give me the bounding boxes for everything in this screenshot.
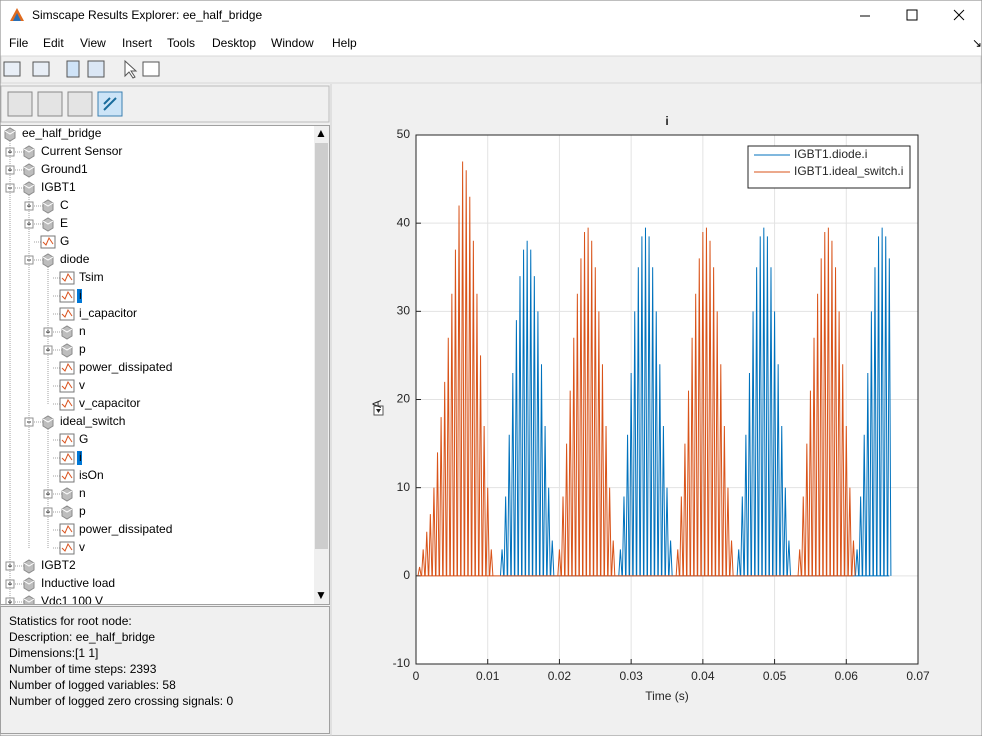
stats-line: Number of time steps: 2393 [9, 662, 157, 676]
tree-label[interactable]: p [79, 504, 86, 518]
scroll-up[interactable]: ▲ [315, 126, 327, 140]
x-tick-label: 0.03 [619, 669, 643, 683]
stats-line: Number of logged zero crossing signals: … [9, 694, 233, 708]
menu-item[interactable]: Tools [167, 36, 195, 50]
y-tick-label: 10 [397, 480, 411, 494]
y-tick-label: 30 [397, 304, 411, 318]
menu-item[interactable]: File [9, 36, 29, 50]
tree-label[interactable]: IGBT2 [41, 558, 76, 572]
menu-item[interactable]: Insert [122, 36, 153, 50]
window-title: Simscape Results Explorer: ee_half_bridg… [32, 8, 262, 22]
menu-item[interactable]: Window [271, 36, 314, 50]
x-tick-label: 0 [413, 669, 420, 683]
tree-label[interactable]: i_capacitor [79, 306, 137, 320]
tree-label[interactable]: ideal_switch [60, 414, 125, 428]
x-tick-label: 0.07 [906, 669, 930, 683]
stats-line: Description: ee_half_bridge [9, 630, 155, 644]
tree-label[interactable]: v_capacitor [79, 396, 140, 410]
y-tick-label: 0 [403, 568, 410, 582]
x-tick-label: 0.05 [763, 669, 787, 683]
x-tick-label: 0.06 [835, 669, 859, 683]
x-axis-label: Time (s) [645, 689, 689, 703]
tree-label[interactable]: i [79, 288, 82, 302]
scroll-down[interactable]: ▼ [315, 588, 327, 602]
tree-label[interactable]: Ground1 [41, 162, 88, 176]
menu-item[interactable]: Desktop [212, 36, 256, 50]
tree-label[interactable]: C [60, 198, 69, 212]
y-axis-label: A [370, 400, 384, 408]
tree-label[interactable]: v [79, 540, 85, 554]
x-tick-label: 0.02 [548, 669, 572, 683]
stats-line: Statistics for root node: [9, 614, 132, 628]
tree-label[interactable]: Inductive load [41, 576, 115, 590]
scrollbar-thumb[interactable] [315, 143, 328, 549]
tree-label[interactable]: power_dissipated [79, 522, 172, 536]
y-tick-label: -10 [393, 656, 411, 670]
tree-label[interactable]: n [79, 324, 86, 338]
tree-label[interactable]: v [79, 378, 85, 392]
tree-label[interactable]: i [79, 450, 82, 464]
tree-label[interactable]: Current Sensor [41, 144, 122, 158]
tree-label[interactable]: isOn [79, 468, 104, 482]
menu-item[interactable]: View [80, 36, 106, 50]
tree-label[interactable]: n [79, 486, 86, 500]
legend-label: IGBT1.diode.i [794, 147, 867, 161]
stats-line: Dimensions:[1 1] [9, 646, 98, 660]
menu-item[interactable]: Edit [43, 36, 64, 50]
tree-label[interactable]: ee_half_bridge [22, 126, 102, 140]
x-tick-label: 0.01 [476, 669, 500, 683]
y-tick-label: 40 [397, 215, 411, 229]
tree-label[interactable]: G [79, 432, 88, 446]
tree-label[interactable]: Tsim [79, 270, 104, 284]
tree-label[interactable]: IGBT1 [41, 180, 76, 194]
menu-undock[interactable]: ↘ [972, 36, 982, 50]
x-tick-label: 0.04 [691, 669, 715, 683]
stats-line: Number of logged variables: 58 [9, 678, 176, 692]
tree-label[interactable]: E [60, 216, 68, 230]
chart-title: i [665, 114, 668, 128]
tree-label[interactable]: p [79, 342, 86, 356]
tree-label[interactable]: power_dissipated [79, 360, 172, 374]
y-tick-label: 20 [397, 392, 411, 406]
y-tick-label: 50 [397, 127, 411, 141]
menu-item[interactable]: Help [332, 36, 357, 50]
tree-label[interactable]: G [60, 234, 69, 248]
legend-label: IGBT1.ideal_switch.i [794, 164, 903, 178]
tree-label[interactable]: diode [60, 252, 90, 266]
